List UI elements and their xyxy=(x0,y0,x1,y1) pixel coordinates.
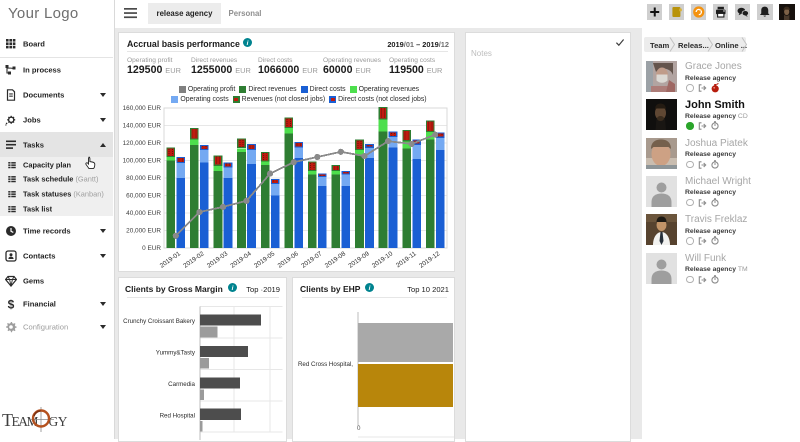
svg-text:2019-10: 2019-10 xyxy=(371,250,395,269)
svg-text:100,000 EUR: 100,000 EUR xyxy=(123,158,162,165)
svg-text:40,000 EUR: 40,000 EUR xyxy=(126,210,161,217)
svg-text:$: $ xyxy=(8,298,15,310)
svg-text:2019-05: 2019-05 xyxy=(253,250,277,269)
svg-text:i: i xyxy=(368,285,370,292)
svg-text:2019-09: 2019-09 xyxy=(347,250,371,269)
svg-text:Crunchy Croissant Bakery: Crunchy Croissant Bakery xyxy=(123,318,196,325)
svg-text:2019-04: 2019-04 xyxy=(229,250,253,269)
svg-text:Red Cross Hospital,: Red Cross Hospital, xyxy=(298,361,353,368)
svg-text:2019-01: 2019-01 xyxy=(159,250,183,269)
svg-text:TEAM: TEAM xyxy=(2,410,38,430)
svg-text:120,000 EUR: 120,000 EUR xyxy=(123,140,162,147)
svg-text:2019-07: 2019-07 xyxy=(300,250,324,269)
svg-text:20,000 EUR: 20,000 EUR xyxy=(126,228,161,235)
svg-text:i: i xyxy=(231,285,233,292)
svg-text:80,000 EUR: 80,000 EUR xyxy=(126,175,161,182)
svg-text:2019-11: 2019-11 xyxy=(395,250,418,269)
svg-text:2019-06: 2019-06 xyxy=(277,250,301,269)
svg-text:0 EUR: 0 EUR xyxy=(142,245,161,252)
svg-text:0: 0 xyxy=(357,425,361,432)
svg-text:160,000 EUR: 160,000 EUR xyxy=(123,105,162,112)
svg-text:2019-02: 2019-02 xyxy=(182,250,206,269)
svg-text:Carmedia: Carmedia xyxy=(168,381,195,388)
svg-text:i: i xyxy=(247,40,249,47)
svg-text:Red Hospital: Red Hospital xyxy=(160,412,195,419)
svg-text:GY: GY xyxy=(49,414,68,429)
svg-text:2019-08: 2019-08 xyxy=(324,250,348,269)
svg-text:Yummy&Tasty: Yummy&Tasty xyxy=(156,350,196,357)
svg-text:2019-03: 2019-03 xyxy=(206,250,230,269)
svg-text:140,000 EUR: 140,000 EUR xyxy=(123,123,162,130)
svg-text:2019-12: 2019-12 xyxy=(418,250,442,269)
svg-text:60,000 EUR: 60,000 EUR xyxy=(126,193,161,200)
